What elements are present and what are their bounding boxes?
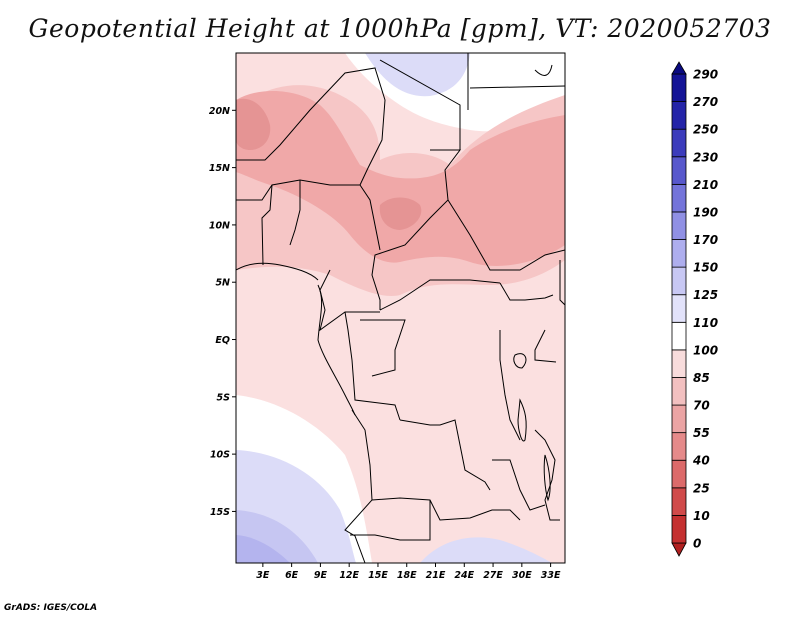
border-line [379,59,461,150]
border-line [559,260,565,306]
country-borders [236,53,565,563]
border-line [344,311,401,421]
border-line [534,329,557,363]
colorbar-level-label: 40 [692,454,710,468]
lon-tick-label: 24E [454,570,474,581]
colorbar-swatch [671,487,687,516]
colorbar-swatch [671,294,687,323]
chart-title: Geopotential Height at 1000hPa [gpm], VT… [28,14,772,43]
field-70-region [236,90,565,266]
lake-outline [517,398,527,442]
lake-outline [543,454,551,502]
colorbar-level-label: 170 [693,233,718,247]
latitude-axis: 20N 15N 10N 5N EQ 5S 10S 15S [209,106,236,518]
border-line [469,85,565,89]
lon-tick-label: 12E [339,570,359,581]
colorbar-swatch [671,349,687,378]
colorbar-swatch [671,515,687,544]
colorbar-swatch [671,377,687,406]
border-line [360,319,406,377]
border-line [492,459,546,511]
lat-tick-label: 15N [209,163,230,174]
lon-tick-label: 18E [397,570,417,581]
longitude-axis: 3E 6E 9E 12E 15E 18E 21E 24E 27E 30E 33E [256,563,561,581]
border-line [236,179,360,201]
colorbar-level-label: 210 [693,178,718,192]
colorbar-level-label: 125 [693,288,718,302]
colorbar-swatch [671,211,687,240]
lat-tick-label: EQ [215,335,230,346]
lat-tick-label: 10S [210,450,230,461]
colorbar-swatch [671,128,687,158]
coastline [534,64,553,76]
colorbar-swatch [671,73,687,102]
lake-outline [513,353,527,369]
colorbar-bottom-arrow [671,542,687,557]
lon-tick-label: 21E [426,570,446,581]
field-55-central-region [379,197,422,230]
colorbar-level-label: 70 [693,399,710,413]
colorbar-level-label: 270 [693,95,718,109]
colorbar-level-label: 0 [693,537,701,551]
lon-tick-label: 30E [512,570,532,581]
field-170-region [236,535,290,563]
border-line [499,330,521,441]
lat-tick-label: 5N [215,278,230,289]
border-line [261,184,273,266]
colorbar-level-label: 25 [693,481,710,495]
lat-tick-label: 15S [210,507,230,518]
colorbar-swatch [671,183,687,213]
border-line [350,500,431,541]
border-line [371,149,461,310]
lat-tick-label: 5S [217,392,231,403]
border-line [499,282,554,301]
field-125-north-region [365,53,470,97]
field-125-southeast-region [420,537,552,563]
colorbar-level-label: 150 [693,261,718,275]
lon-tick-label: 3E [256,570,270,581]
colorbar-level-label: 290 [693,68,718,82]
lat-tick-label: 10N [209,220,230,231]
colorbar-swatch [671,266,687,296]
lon-tick-label: 27E [483,570,503,581]
colorbar-level-label: 110 [693,316,718,330]
border-line [371,497,521,521]
lon-tick-label: 15E [368,570,388,581]
coastline [317,284,356,416]
border-line [534,429,560,521]
lon-tick-label: 33E [541,570,561,581]
colorbar-top-arrow [671,61,687,75]
lon-tick-label: 9E [314,570,328,581]
border-line [399,419,491,491]
colorbar-level-label: 250 [693,123,718,137]
geopotential-field [236,53,565,563]
colorbar: 0 10 25 40 55 70 85 100 110 125 150 170 190 210 230 250… [671,61,718,557]
colorbar-swatch [671,459,687,489]
colorbar-swatch [671,239,687,268]
colorbar-level-label: 100 [693,343,718,357]
colorbar-swatch [671,404,687,434]
colorbar-level-label: 190 [693,205,718,219]
colorbar-level-label: 85 [693,371,710,385]
colorbar-swatch [671,432,687,461]
colorbar-level-label: 10 [693,509,710,523]
field-55-region [236,98,271,150]
border-line [379,279,501,311]
colorbar-swatch [671,156,687,185]
lat-tick-label: 20N [209,106,230,117]
grads-credit: GrADS: IGES/COLA [4,603,98,613]
colorbar-swatch [671,101,687,130]
colorbar-level-label: 55 [693,426,710,440]
border-line [319,269,380,332]
lon-tick-label: 6E [285,570,299,581]
border-line [289,180,301,246]
border-line [447,199,565,271]
border-line [236,67,386,251]
map-frame [235,52,566,564]
colorbar-level-label: 230 [693,150,718,164]
coastline [236,262,319,281]
colorbar-swatch [671,321,687,351]
